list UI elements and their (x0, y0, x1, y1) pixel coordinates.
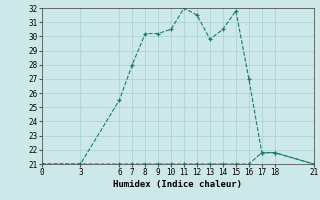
X-axis label: Humidex (Indice chaleur): Humidex (Indice chaleur) (113, 180, 242, 189)
